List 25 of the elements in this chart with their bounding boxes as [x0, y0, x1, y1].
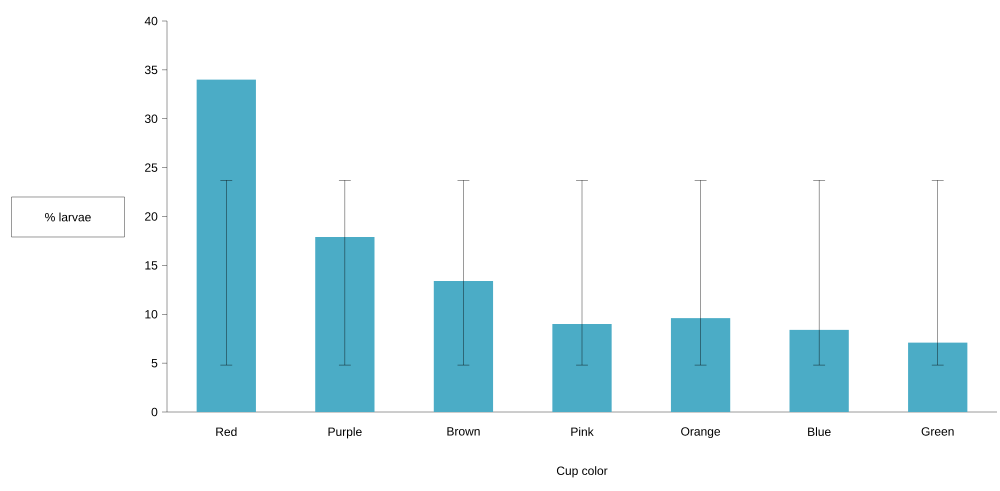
- bar: [670, 318, 730, 412]
- x-axis-title: Cup color: [556, 466, 608, 478]
- y-tick-label: 10: [145, 310, 158, 319]
- y-tick-label: 20: [145, 212, 158, 221]
- y-tick-label: 0: [152, 408, 158, 416]
- y-tick-label: 30: [144, 114, 158, 124]
- bar: [908, 342, 968, 412]
- y-axis-title: % larvae: [45, 212, 91, 222]
- bar: [315, 237, 375, 412]
- bar: [434, 281, 494, 412]
- x-tick-label: Blue: [808, 427, 831, 436]
- x-tick-label: Purple: [328, 427, 362, 438]
- x-tick-label: Orange: [681, 427, 720, 438]
- x-tick-label: Red: [216, 427, 237, 436]
- bar: [196, 80, 256, 412]
- bar: [790, 330, 849, 412]
- y-tick-label: 5: [152, 358, 158, 368]
- bar: [552, 324, 612, 412]
- y-tick-label: 35: [144, 66, 158, 74]
- y-tick-label: 25: [145, 163, 158, 172]
- y-tick-label: 15: [145, 261, 158, 270]
- x-tick-label: Pink: [571, 427, 594, 436]
- x-tick-label: Green: [922, 427, 954, 436]
- y-tick-label: 40: [144, 16, 158, 26]
- x-tick-label: Brown: [447, 427, 480, 436]
